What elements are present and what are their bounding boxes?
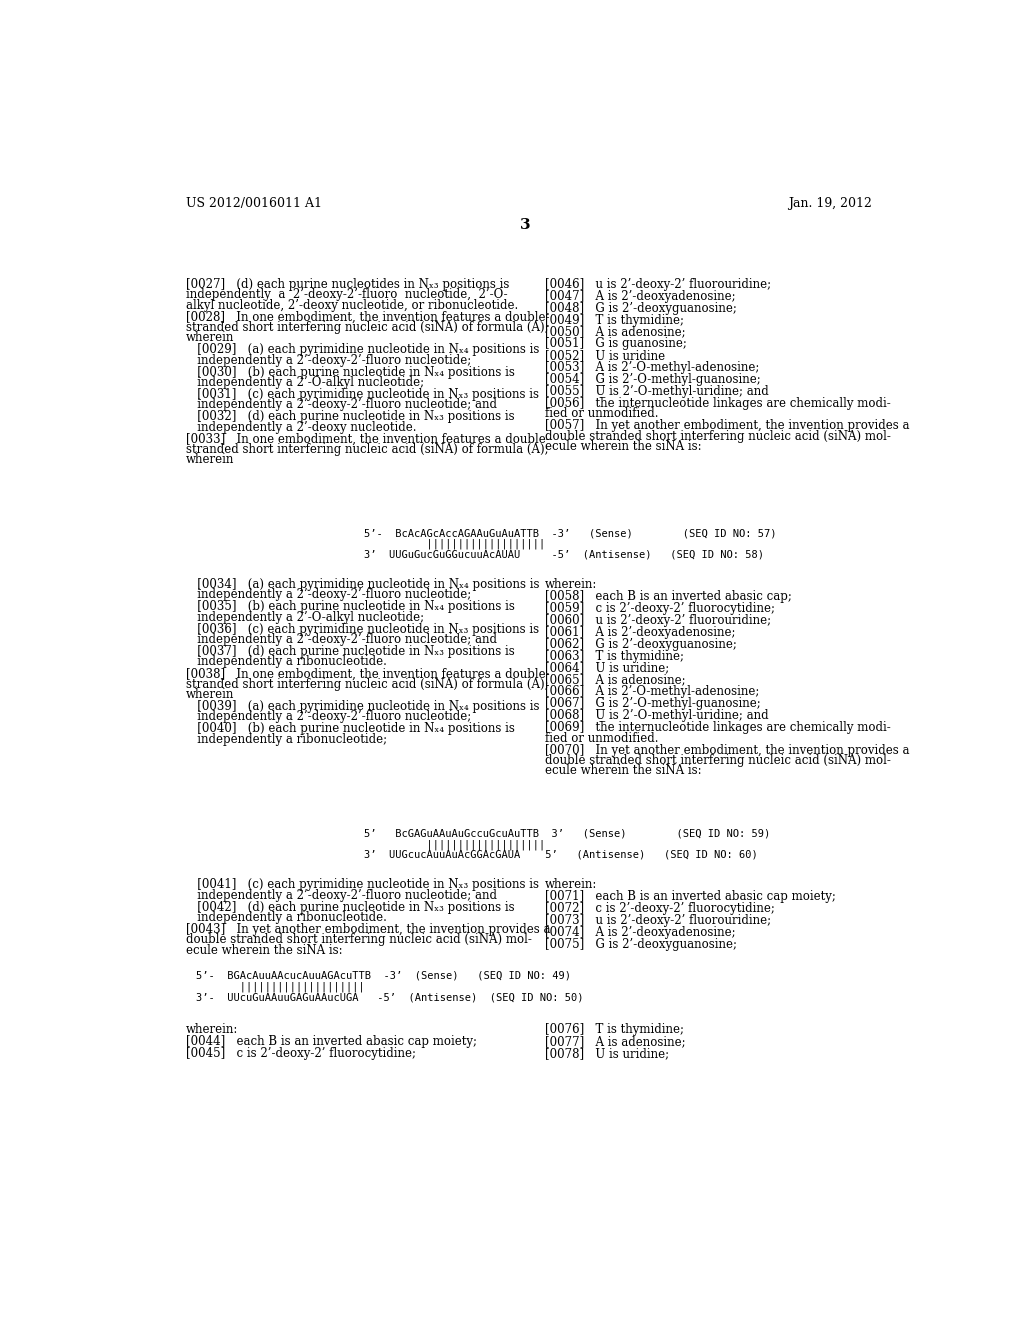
Text: US 2012/0016011 A1: US 2012/0016011 A1 <box>186 197 323 210</box>
Text: [0030]   (b) each purine nucleotide in Nₓ₄ positions is: [0030] (b) each purine nucleotide in Nₓ₄… <box>186 366 515 379</box>
Text: [0047]   A is 2’-deoxyadenosine;: [0047] A is 2’-deoxyadenosine; <box>545 289 735 302</box>
Text: fied or unmodified.: fied or unmodified. <box>545 731 658 744</box>
Text: [0038]   In one embodiment, the invention features a double-: [0038] In one embodiment, the invention … <box>186 668 550 680</box>
Text: [0075]   G is 2’-deoxyguanosine;: [0075] G is 2’-deoxyguanosine; <box>545 939 737 950</box>
Text: [0069]   the internucleotide linkages are chemically modi-: [0069] the internucleotide linkages are … <box>545 721 891 734</box>
Text: [0045]   c is 2’-deoxy-2’ fluorocytidine;: [0045] c is 2’-deoxy-2’ fluorocytidine; <box>186 1047 416 1060</box>
Text: [0037]   (d) each purine nucleotide in Nₓ₃ positions is: [0037] (d) each purine nucleotide in Nₓ₃… <box>186 645 515 659</box>
Text: [0070]   In yet another embodiment, the invention provides a: [0070] In yet another embodiment, the in… <box>545 743 909 756</box>
Text: independently a 2’-deoxy-2’-fluoro nucleotide;: independently a 2’-deoxy-2’-fluoro nucle… <box>186 589 471 602</box>
Text: fied or unmodified.: fied or unmodified. <box>545 408 658 421</box>
Text: [0052]   U is uridine: [0052] U is uridine <box>545 350 665 363</box>
Text: 3’  UUGuGucGuGGucuuAcAUAU     -5’  (Antisense)   (SEQ ID NO: 58): 3’ UUGuGucGuGGucuuAcAUAU -5’ (Antisense)… <box>365 549 764 560</box>
Text: [0032]   (d) each purine nucleotide in Nₓ₃ positions is: [0032] (d) each purine nucleotide in Nₓ₃… <box>186 411 515 424</box>
Text: independently a 2’-deoxy-2’-fluoro nucleotide; and: independently a 2’-deoxy-2’-fluoro nucle… <box>186 888 497 902</box>
Text: [0077]   A is adenosine;: [0077] A is adenosine; <box>545 1035 686 1048</box>
Text: [0031]   (c) each pyrimidine nucleotide in Nₓ₃ positions is: [0031] (c) each pyrimidine nucleotide in… <box>186 388 539 401</box>
Text: |||||||||||||||||||: ||||||||||||||||||| <box>365 539 546 549</box>
Text: [0035]   (b) each purine nucleotide in Nₓ₄ positions is: [0035] (b) each purine nucleotide in Nₓ₄… <box>186 601 515 614</box>
Text: [0065]   A is adenosine;: [0065] A is adenosine; <box>545 673 686 686</box>
Text: [0064]   U is uridine;: [0064] U is uridine; <box>545 661 670 675</box>
Text: [0063]   T is thymidine;: [0063] T is thymidine; <box>545 649 684 663</box>
Text: [0060]   u is 2’-deoxy-2’ fluorouridine;: [0060] u is 2’-deoxy-2’ fluorouridine; <box>545 614 771 627</box>
Text: [0061]   A is 2’-deoxyadenosine;: [0061] A is 2’-deoxyadenosine; <box>545 626 735 639</box>
Text: [0058]   each B is an inverted abasic cap;: [0058] each B is an inverted abasic cap; <box>545 590 792 603</box>
Text: independently a 2’-deoxy-2’-fluoro nucleotide; and: independently a 2’-deoxy-2’-fluoro nucle… <box>186 399 497 412</box>
Text: [0051]   G is guanosine;: [0051] G is guanosine; <box>545 338 687 350</box>
Text: [0041]   (c) each pyrimidine nucleotide in Nₓ₃ positions is: [0041] (c) each pyrimidine nucleotide in… <box>186 878 539 891</box>
Text: wherein: wherein <box>186 331 234 345</box>
Text: [0029]   (a) each pyrimidine nucleotide in Nₓ₄ positions is: [0029] (a) each pyrimidine nucleotide in… <box>186 343 540 356</box>
Text: 3’-  UUcuGuAAuuGAGuAAucUGA   -5’  (Antisense)  (SEQ ID NO: 50): 3’- UUcuGuAAuuGAGuAAucUGA -5’ (Antisense… <box>197 993 584 1002</box>
Text: ecule wherein the siNA is:: ecule wherein the siNA is: <box>545 764 701 777</box>
Text: ||||||||||||||||||||: |||||||||||||||||||| <box>197 982 365 993</box>
Text: wherein: wherein <box>186 688 234 701</box>
Text: independently a 2’-deoxy-2’-fluoro nucleotide;: independently a 2’-deoxy-2’-fluoro nucle… <box>186 710 471 723</box>
Text: stranded short interfering nucleic acid (siNA) of formula (A);: stranded short interfering nucleic acid … <box>186 321 549 334</box>
Text: [0055]   U̲ is 2’-O-methyl-uridine; and: [0055] U̲ is 2’-O-methyl-uridine; and <box>545 385 769 399</box>
Text: 3’  UUGcucAuuAuAcGGAcGAUA    5’   (Antisense)   (SEQ ID NO: 60): 3’ UUGcucAuuAuAcGGAcGAUA 5’ (Antisense) … <box>365 850 758 859</box>
Text: ecule wherein the siNA is:: ecule wherein the siNA is: <box>186 944 343 957</box>
Text: stranded short interfering nucleic acid (siNA) of formula (A);: stranded short interfering nucleic acid … <box>186 444 549 455</box>
Text: [0062]   G is 2’-deoxyguanosine;: [0062] G is 2’-deoxyguanosine; <box>545 638 737 651</box>
Text: wherein: wherein <box>186 453 234 466</box>
Text: [0071]   each B is an inverted abasic cap moiety;: [0071] each B is an inverted abasic cap … <box>545 890 836 903</box>
Text: independently a 2’-O-alkyl nucleotide;: independently a 2’-O-alkyl nucleotide; <box>186 611 424 624</box>
Text: [0049]   T is thymidine;: [0049] T is thymidine; <box>545 314 684 326</box>
Text: [0072]   c is 2’-deoxy-2’ fluorocytidine;: [0072] c is 2’-deoxy-2’ fluorocytidine; <box>545 903 775 915</box>
Text: alkyl nucleotide, 2’-deoxy nucleotide, or ribonucleotide.: alkyl nucleotide, 2’-deoxy nucleotide, o… <box>186 298 518 312</box>
Text: |||||||||||||||||||: ||||||||||||||||||| <box>365 840 546 850</box>
Text: 3: 3 <box>519 218 530 232</box>
Text: 5’   BcGAGuAAuAuGccuGcuAuTTB  3’   (Sense)        (SEQ ID NO: 59): 5’ BcGAGuAAuAuGccuGcuAuTTB 3’ (Sense) (S… <box>365 829 771 838</box>
Text: independently a 2’-deoxy-2’-fluoro nucleotide; and: independently a 2’-deoxy-2’-fluoro nucle… <box>186 634 497 645</box>
Text: [0033]   In one embodiment, the invention features a double-: [0033] In one embodiment, the invention … <box>186 433 550 446</box>
Text: independently a 2’-O-alkyl nucleotide;: independently a 2’-O-alkyl nucleotide; <box>186 376 424 389</box>
Text: [0040]   (b) each purine nucleotide in Nₓ₄ positions is: [0040] (b) each purine nucleotide in Nₓ₄… <box>186 722 515 735</box>
Text: independently a ribonucleotide.: independently a ribonucleotide. <box>186 656 387 668</box>
Text: [0048]   G is 2’-deoxyguanosine;: [0048] G is 2’-deoxyguanosine; <box>545 302 737 314</box>
Text: stranded short interfering nucleic acid (siNA) of formula (A);: stranded short interfering nucleic acid … <box>186 677 549 690</box>
Text: [0044]   each B is an inverted abasic cap moiety;: [0044] each B is an inverted abasic cap … <box>186 1035 477 1048</box>
Text: [0067]   G̲ is 2’-O-methyl-guanosine;: [0067] G̲ is 2’-O-methyl-guanosine; <box>545 697 761 710</box>
Text: double stranded short interfering nucleic acid (siNA) mol-: double stranded short interfering nuclei… <box>545 430 891 442</box>
Text: independently a 2’-deoxy nucleotide.: independently a 2’-deoxy nucleotide. <box>186 421 417 433</box>
Text: [0056]   the internucleotide linkages are chemically modi-: [0056] the internucleotide linkages are … <box>545 397 891 411</box>
Text: [0076]   T is thymidine;: [0076] T is thymidine; <box>545 1023 684 1036</box>
Text: [0050]   A is adenosine;: [0050] A is adenosine; <box>545 326 686 338</box>
Text: double stranded short interfering nucleic acid (siNA) mol-: double stranded short interfering nuclei… <box>545 754 891 767</box>
Text: [0042]   (d) each purine nucleotide in Nₓ₃ positions is: [0042] (d) each purine nucleotide in Nₓ₃… <box>186 900 515 913</box>
Text: [0059]   c is 2’-deoxy-2’ fluorocytidine;: [0059] c is 2’-deoxy-2’ fluorocytidine; <box>545 602 775 615</box>
Text: independently a ribonucleotide;: independently a ribonucleotide; <box>186 733 387 746</box>
Text: 5’-  BcAcAGcAccAGAAuGuAuATTB  -3’   (Sense)        (SEQ ID NO: 57): 5’- BcAcAGcAccAGAAuGuAuATTB -3’ (Sense) … <box>365 528 777 539</box>
Text: [0034]   (a) each pyrimidine nucleotide in Nₓ₄ positions is: [0034] (a) each pyrimidine nucleotide in… <box>186 578 540 591</box>
Text: [0057]   In yet another embodiment, the invention provides a: [0057] In yet another embodiment, the in… <box>545 420 909 433</box>
Text: [0028]   In one embodiment, the invention features a double-: [0028] In one embodiment, the invention … <box>186 310 550 323</box>
Text: [0043]   In yet another embodiment, the invention provides a: [0043] In yet another embodiment, the in… <box>186 923 551 936</box>
Text: [0036]   (c) each pyrimidine nucleotide in Nₓ₃ positions is: [0036] (c) each pyrimidine nucleotide in… <box>186 623 540 636</box>
Text: independently a ribonucleotide.: independently a ribonucleotide. <box>186 911 387 924</box>
Text: [0054]   G̲ is 2’-O-methyl-guanosine;: [0054] G̲ is 2’-O-methyl-guanosine; <box>545 374 761 387</box>
Text: [0073]   u is 2’-deoxy-2’ fluorouridine;: [0073] u is 2’-deoxy-2’ fluorouridine; <box>545 915 771 927</box>
Text: Jan. 19, 2012: Jan. 19, 2012 <box>788 197 872 210</box>
Text: double stranded short interfering nucleic acid (siNA) mol-: double stranded short interfering nuclei… <box>186 933 532 946</box>
Text: [0066]   A̲ is 2’-O-methyl-adenosine;: [0066] A̲ is 2’-O-methyl-adenosine; <box>545 685 760 698</box>
Text: [0027]   (d) each purine nucleotides in Nₓ₃ positions is: [0027] (d) each purine nucleotides in Nₓ… <box>186 277 510 290</box>
Text: [0046]   u is 2’-deoxy-2’ fluorouridine;: [0046] u is 2’-deoxy-2’ fluorouridine; <box>545 277 771 290</box>
Text: [0053]   A̲ is 2’-O-methyl-adenosine;: [0053] A̲ is 2’-O-methyl-adenosine; <box>545 362 760 375</box>
Text: ecule wherein the siNA is:: ecule wherein the siNA is: <box>545 441 701 453</box>
Text: [0078]   U is uridine;: [0078] U is uridine; <box>545 1047 669 1060</box>
Text: independently a 2’-deoxy-2’-fluoro nucleotide;: independently a 2’-deoxy-2’-fluoro nucle… <box>186 354 471 367</box>
Text: 5’-  BGAcAuuAAcucAuuAGAcuTTB  -3’  (Sense)   (SEQ ID NO: 49): 5’- BGAcAuuAAcucAuuAGAcuTTB -3’ (Sense) … <box>197 970 571 981</box>
Text: independently  a  2’-deoxy-2’-fluoro  nucleotide,  2’-O-: independently a 2’-deoxy-2’-fluoro nucle… <box>186 288 508 301</box>
Text: wherein:: wherein: <box>545 878 597 891</box>
Text: wherein:: wherein: <box>186 1023 239 1036</box>
Text: wherein:: wherein: <box>545 578 597 591</box>
Text: [0039]   (a) each pyrimidine nucleotide in Nₓ₄ positions is: [0039] (a) each pyrimidine nucleotide in… <box>186 700 540 713</box>
Text: [0074]   A is 2’-deoxyadenosine;: [0074] A is 2’-deoxyadenosine; <box>545 927 735 939</box>
Text: [0068]   U̲ is 2’-O-methyl-uridine; and: [0068] U̲ is 2’-O-methyl-uridine; and <box>545 709 769 722</box>
